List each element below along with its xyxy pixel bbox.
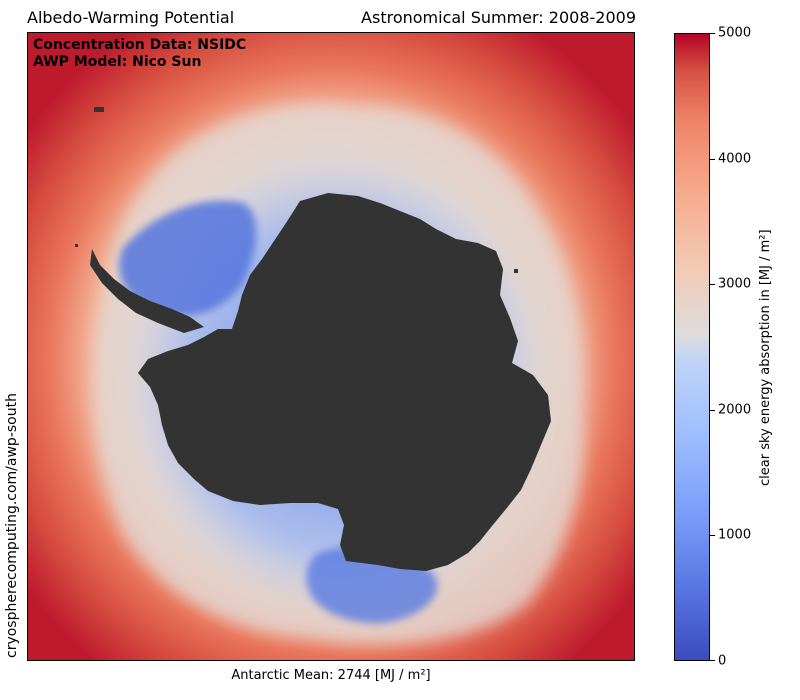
credit-awp-model: AWP Model: Nico Sun	[33, 54, 202, 70]
antarctic-mean-label: Antarctic Mean: 2744 [MJ / m²]	[231, 668, 431, 683]
colorbar-tick-label: 1000	[718, 527, 752, 543]
colorbar	[674, 33, 710, 661]
colorbar-tick	[710, 284, 715, 286]
colorbar-tick-label: 5000	[718, 25, 752, 41]
colorbar-label: clear sky energy absorption in [MJ / m²]	[758, 229, 773, 486]
colorbar-tick	[710, 33, 715, 34]
colorbar-tick-label: 4000	[718, 151, 752, 167]
island	[75, 244, 78, 247]
figure-title-right: Astronomical Summer: 2008-2009	[361, 8, 636, 27]
colorbar-tick	[710, 158, 715, 160]
figure-title-left: Albedo-Warming Potential	[27, 8, 235, 27]
colorbar-tick-label: 2000	[718, 402, 752, 418]
antarctic-map	[27, 32, 635, 661]
source-url[interactable]: cryospherecomputing.com/awp-south	[4, 393, 20, 658]
island	[514, 269, 518, 273]
colorbar-tick	[710, 660, 715, 661]
colorbar-tick	[710, 409, 715, 411]
colorbar-tick-label: 3000	[718, 276, 752, 292]
antarctica-landmass	[138, 193, 551, 571]
antarctic-peninsula	[90, 249, 204, 333]
weddell-ice	[119, 200, 257, 316]
credit-concentration-data: Concentration Data: NSIDC	[33, 37, 247, 53]
colorbar-tick	[710, 535, 715, 537]
colorbar-tick-label: 0	[718, 653, 727, 669]
island	[94, 107, 104, 112]
